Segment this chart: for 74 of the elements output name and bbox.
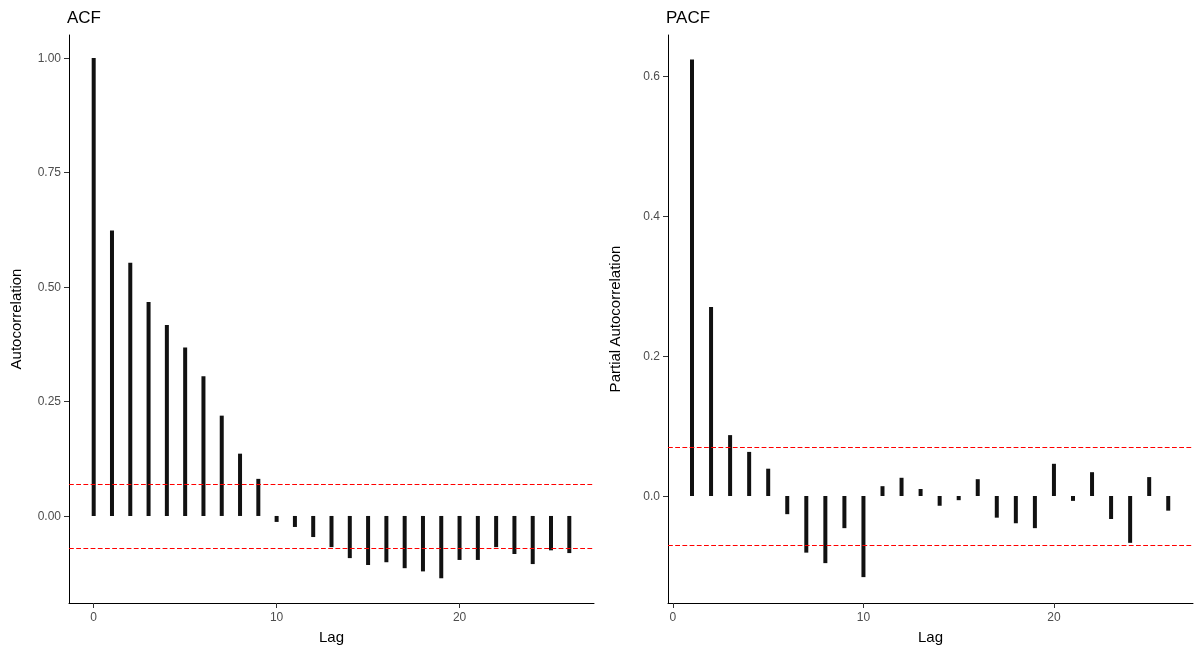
x-tick-label: 20 bbox=[452, 610, 467, 624]
bar bbox=[530, 515, 535, 565]
y-tick-label: 0.50 bbox=[37, 279, 62, 294]
bar bbox=[183, 347, 188, 516]
bar bbox=[937, 495, 942, 506]
bar bbox=[1032, 495, 1037, 529]
y-tick-label: 0.6 bbox=[643, 69, 661, 84]
bar bbox=[567, 515, 572, 554]
bar bbox=[238, 453, 243, 516]
bar bbox=[201, 376, 206, 516]
bar bbox=[1109, 495, 1114, 520]
bar bbox=[420, 515, 425, 572]
x-tick-label: 10 bbox=[269, 610, 284, 624]
bar bbox=[1166, 495, 1171, 511]
bar bbox=[1128, 495, 1133, 543]
bar bbox=[728, 435, 733, 496]
x-tick-label: 10 bbox=[856, 610, 871, 624]
x-tick-label: 0 bbox=[669, 610, 677, 624]
bar bbox=[842, 495, 847, 529]
bar bbox=[1147, 477, 1152, 496]
bar bbox=[219, 415, 224, 516]
x-tick-label: 20 bbox=[1047, 610, 1061, 624]
bar bbox=[747, 451, 752, 496]
bar bbox=[956, 495, 961, 501]
bar bbox=[475, 515, 480, 560]
y-axis-title: Partial Autocorrelation bbox=[606, 245, 623, 393]
bar bbox=[146, 302, 151, 516]
bar bbox=[256, 478, 261, 516]
bar bbox=[709, 307, 714, 496]
bar bbox=[439, 515, 444, 579]
chart-title: ACF bbox=[67, 8, 101, 27]
bar bbox=[994, 495, 999, 518]
bar bbox=[292, 515, 297, 527]
bar bbox=[1070, 495, 1075, 501]
bar bbox=[512, 515, 517, 554]
bar bbox=[329, 515, 334, 548]
bar bbox=[880, 486, 885, 496]
y-tick-label: 0.00 bbox=[37, 508, 62, 523]
bar bbox=[1013, 495, 1018, 524]
bar bbox=[766, 468, 771, 496]
chart-title: PACF bbox=[666, 8, 711, 27]
y-tick-label: 0.2 bbox=[643, 349, 661, 364]
bar bbox=[975, 479, 980, 496]
y-tick-label: 0.75 bbox=[37, 165, 62, 180]
y-tick-label: 1.00 bbox=[37, 50, 62, 65]
bar bbox=[1051, 463, 1056, 496]
bar bbox=[128, 262, 133, 516]
bar bbox=[899, 477, 904, 496]
bar bbox=[384, 515, 389, 563]
bar bbox=[274, 515, 279, 522]
x-tick-label: 0 bbox=[90, 610, 98, 624]
bar bbox=[402, 515, 407, 569]
bar bbox=[918, 488, 923, 496]
bar bbox=[1090, 472, 1095, 496]
bar bbox=[347, 515, 352, 559]
bar bbox=[457, 515, 462, 560]
bar bbox=[109, 230, 114, 516]
y-tick-label: 0.0 bbox=[643, 488, 661, 503]
bar bbox=[164, 324, 169, 516]
bar bbox=[311, 515, 316, 538]
bar bbox=[366, 515, 371, 565]
bar bbox=[861, 495, 866, 578]
bar bbox=[549, 515, 554, 551]
bar bbox=[690, 59, 694, 496]
bar bbox=[91, 57, 96, 516]
y-tick-label: 0.25 bbox=[37, 394, 62, 409]
bar bbox=[823, 495, 828, 564]
bar bbox=[785, 495, 790, 515]
bar bbox=[494, 515, 499, 548]
x-axis-title: Lag bbox=[917, 628, 944, 645]
x-axis-title: Lag bbox=[318, 628, 345, 645]
y-axis-title: Autocorrelation bbox=[7, 268, 24, 370]
y-tick-label: 0.4 bbox=[643, 209, 661, 224]
bar bbox=[804, 495, 809, 553]
